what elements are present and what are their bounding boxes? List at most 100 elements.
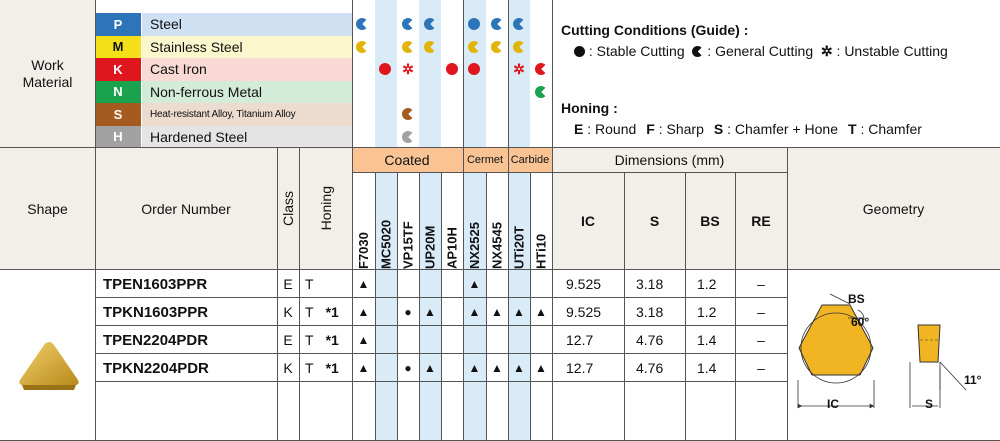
grid-line — [441, 172, 442, 441]
header-dimensions: Dimensions (mm) — [552, 148, 787, 172]
honing-meaning: : Chamfer — [860, 121, 922, 137]
cutting-conditions-legend: : Stable Cutting : General Cutting ✲ : U… — [574, 43, 948, 60]
general-cutting-icon — [535, 63, 547, 75]
honing-footnote: *1 — [325, 360, 339, 376]
header-class-cell: Class — [277, 148, 299, 269]
general-cutting-icon — [402, 18, 414, 30]
grid-line — [552, 0, 553, 441]
geometry-clearance-label: 11° — [964, 373, 982, 387]
general-cutting-icon — [402, 130, 414, 143]
grade-column-band — [508, 0, 530, 441]
grid-line — [352, 172, 552, 173]
grid-line — [787, 148, 788, 441]
honing-legend-item: T : Chamfer — [848, 121, 922, 137]
grid-line — [0, 269, 1000, 270]
material-code: S — [95, 103, 142, 126]
stock-triangle-icon: ▲ — [424, 361, 436, 375]
honing-legend-item: E : Round — [574, 121, 636, 137]
geometry-angle-label: 60° — [851, 315, 870, 329]
grid-line — [0, 147, 1000, 148]
material-code: N — [95, 80, 142, 103]
grid-line — [685, 172, 686, 441]
material-name: Non-ferrous Metal — [150, 83, 263, 100]
insert-geometry-drawing — [797, 293, 967, 409]
geometry-bs-label: BS — [848, 292, 865, 306]
material-name: Heat-resistant Alloy, Titanium Alloy — [150, 108, 296, 120]
header-cermet: Cermet — [466, 154, 504, 166]
unstable-cutting-icon: ✲ — [513, 61, 525, 77]
header-bs: BS — [685, 172, 735, 269]
header-honing-cell: Honing — [299, 148, 352, 269]
work-material-label: Work Material — [0, 0, 95, 148]
stock-triangle-icon: ▲ — [468, 277, 481, 291]
grade-header-vp15tf: VP15TF — [400, 221, 416, 269]
general-cutting-icon — [402, 40, 414, 53]
general-cutting-icon — [356, 40, 368, 53]
stock-triangle-icon: ▲ — [513, 361, 525, 375]
header-geometry: Geometry — [787, 148, 1000, 269]
order-number: TPKN2204PDR — [103, 359, 209, 377]
stable-cutting-icon — [574, 46, 585, 57]
triangle-insert-image — [19, 342, 79, 390]
honing-legend-item: F : Sharp — [646, 121, 704, 137]
geometry-ic-label: IC — [827, 397, 839, 411]
material-row-h: H Hardened Steel — [95, 125, 352, 148]
dim-bs: 1.4 — [697, 360, 717, 376]
grid-line — [624, 172, 625, 441]
material-code: H — [95, 125, 142, 148]
stock-triangle-icon: ▲ — [491, 305, 503, 319]
grid-line — [530, 172, 531, 441]
general-cutting-icon — [468, 40, 480, 53]
honing-key: T — [848, 121, 861, 137]
dim-ic: 12.7 — [566, 360, 594, 376]
grade-header-uti20t: UTi20T — [511, 225, 527, 269]
honing-footnote: *1 — [325, 332, 339, 348]
general-cutting-icon — [424, 40, 436, 53]
honing-key: E — [574, 121, 588, 137]
grade-header-up20m: UP20M — [422, 225, 438, 269]
general-cutting-icon — [491, 40, 503, 53]
header-coated: Coated — [384, 152, 430, 168]
stock-triangle-icon: ▲ — [357, 305, 370, 319]
grid-line — [277, 148, 278, 441]
material-name: Steel — [150, 16, 182, 33]
general-cutting-icon — [402, 108, 414, 120]
stable-cutting-icon — [379, 63, 391, 75]
dim-bs: 1.2 — [697, 304, 717, 320]
general-cutting-icon — [513, 40, 525, 53]
header-s: S — [624, 172, 685, 269]
dim-s: 3.18 — [636, 304, 664, 320]
honing-code: T — [305, 276, 314, 292]
honing-legend-item: S : Chamfer + Hone — [714, 121, 838, 137]
class-code: K — [283, 304, 293, 320]
honing-meaning: : Round — [587, 121, 637, 137]
grid-line — [508, 0, 509, 441]
dim-s: 3.18 — [636, 276, 664, 292]
material-code: P — [95, 13, 142, 36]
stock-triangle-icon: ▲ — [535, 361, 547, 375]
class-code: E — [283, 276, 293, 292]
grade-header-ap10h: AP10H — [444, 227, 460, 269]
material-row-p: P Steel — [95, 13, 352, 36]
header-class: Class — [280, 190, 296, 226]
grid-line — [95, 0, 96, 441]
dim-bs: 1.4 — [697, 332, 717, 348]
order-number: TPEN2204PDR — [103, 331, 209, 349]
honing-key: S — [713, 121, 728, 137]
honing-meaning: : Sharp — [658, 121, 704, 137]
general-cutting-icon — [535, 85, 547, 98]
dim-s: 4.76 — [636, 332, 664, 348]
honing-footnote: *1 — [325, 304, 339, 320]
material-row-m: M Stainless Steel — [95, 35, 352, 58]
stock-triangle-icon: ▲ — [468, 305, 481, 319]
order-number: TPKN1603PPR — [103, 303, 209, 321]
stock-triangle-icon: ▲ — [468, 361, 481, 375]
dim-re: – — [757, 360, 765, 376]
honing-code: T *1 — [305, 304, 339, 320]
honing-code: T *1 — [305, 360, 339, 376]
header-honing: Honing — [317, 186, 334, 231]
grid-line — [397, 172, 398, 441]
class-code: E — [283, 332, 293, 348]
geometry-s-label: S — [925, 397, 934, 411]
stable-cutting-icon — [468, 63, 480, 75]
